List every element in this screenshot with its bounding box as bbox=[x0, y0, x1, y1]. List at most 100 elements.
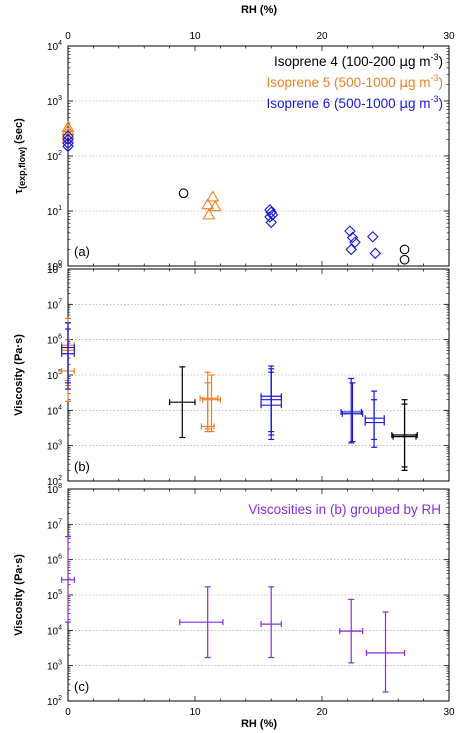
y-tick-label: 106 bbox=[47, 334, 62, 347]
diamond-marker bbox=[62, 133, 74, 146]
x-tick-label: 0 bbox=[65, 31, 71, 42]
y-tick-label: 102 bbox=[47, 695, 62, 708]
y-axis-title-part: (exp,flow) bbox=[17, 147, 27, 189]
y-axis-title-part: (sec) bbox=[13, 118, 25, 147]
y-axis-title: τ(exp,flow) (sec) bbox=[13, 118, 27, 194]
y-tick-exponent: 3 bbox=[58, 95, 62, 102]
data-point bbox=[61, 535, 75, 623]
y-tick-base: 10 bbox=[47, 97, 59, 108]
y-tick-base: 10 bbox=[47, 371, 59, 382]
diamond-marker bbox=[367, 230, 379, 243]
y-tick-exponent: 7 bbox=[58, 518, 62, 525]
diamond-marker bbox=[62, 140, 74, 153]
y-tick-exponent: 2 bbox=[58, 475, 62, 482]
legend-entry: Isoprene 5 (500-1000 μg m-3) bbox=[267, 73, 443, 91]
y-tick-base: 10 bbox=[47, 336, 59, 347]
legend-entry: Isoprene 6 (500-1000 μg m-3) bbox=[267, 94, 443, 112]
circle-marker bbox=[178, 188, 189, 199]
series-triangle-markers bbox=[61, 120, 222, 220]
triangle-marker bbox=[202, 208, 216, 220]
diamond-marker bbox=[265, 216, 277, 229]
top-axis-title: RH (%) bbox=[241, 4, 277, 16]
y-tick-base: 10 bbox=[47, 520, 59, 531]
diamond-marker bbox=[369, 247, 382, 260]
plot-frame bbox=[67, 45, 450, 267]
y-tick-label: 105 bbox=[47, 369, 62, 382]
bottom-axis-title: RH (%) bbox=[241, 718, 277, 730]
series-errorbars bbox=[61, 317, 221, 433]
y-tick-label: 104 bbox=[47, 624, 62, 637]
data-point bbox=[260, 586, 282, 659]
y-tick-label: 102 bbox=[47, 150, 62, 163]
x-tick-label: 20 bbox=[316, 707, 328, 718]
x-tick-label: 0 bbox=[65, 707, 71, 718]
y-tick-label: 108 bbox=[47, 483, 62, 496]
y-tick-label: 103 bbox=[47, 660, 62, 673]
y-tick-exponent: 4 bbox=[58, 624, 62, 631]
y-tick-label: 103 bbox=[47, 95, 62, 108]
triangle-marker bbox=[208, 200, 222, 212]
y-tick-exponent: 4 bbox=[58, 40, 62, 47]
legend-superscript: -3 bbox=[430, 52, 438, 62]
diamond-marker bbox=[344, 225, 356, 237]
circle-marker bbox=[399, 244, 410, 255]
series-diamond-markers bbox=[62, 130, 382, 260]
x-tick-label: 10 bbox=[189, 31, 201, 42]
y-tick-exponent: 2 bbox=[58, 695, 62, 702]
data-point bbox=[339, 598, 364, 664]
y-tick-label: 104 bbox=[47, 404, 62, 417]
grid bbox=[68, 100, 449, 212]
y-tick-base: 10 bbox=[47, 662, 59, 673]
y-tick-label: 107 bbox=[47, 298, 62, 311]
y-axis-title-part: Viscosity (Pa·s) bbox=[13, 554, 25, 636]
series-circle-markers bbox=[178, 188, 410, 265]
y-tick-label: 100 bbox=[47, 260, 62, 273]
y-tick-exponent: 4 bbox=[58, 404, 62, 411]
legend-close: ) bbox=[439, 96, 444, 111]
y-tick-exponent: 8 bbox=[58, 263, 62, 270]
y-tick-exponent: 6 bbox=[58, 334, 62, 341]
y-tick-base: 10 bbox=[47, 42, 59, 53]
y-tick-label: 105 bbox=[47, 589, 62, 602]
series-errorbars bbox=[169, 366, 418, 471]
y-tick-base: 10 bbox=[47, 697, 59, 708]
legend-unit: g m bbox=[408, 75, 431, 90]
y-tick-base: 10 bbox=[47, 207, 59, 218]
y-tick-base: 10 bbox=[47, 442, 59, 453]
y-tick-label: 106 bbox=[47, 554, 62, 567]
legend-text: Isoprene 4 (100-200 bbox=[274, 54, 399, 69]
data-point bbox=[200, 382, 215, 433]
y-tick-exponent: 3 bbox=[58, 440, 62, 447]
y-axis-title: Viscosity (Pa·s) bbox=[13, 334, 25, 416]
diamond-marker bbox=[345, 243, 357, 256]
legend-entry: Isoprene 4 (100-200 μg m-3) bbox=[274, 52, 443, 70]
data-point bbox=[179, 586, 224, 659]
y-tick-base: 10 bbox=[47, 265, 59, 276]
y-tick-base: 10 bbox=[47, 406, 59, 417]
minor-ticks bbox=[68, 490, 449, 691]
x-tick-label: 30 bbox=[443, 31, 455, 42]
grid bbox=[68, 524, 449, 666]
y-tick-exponent: 5 bbox=[58, 589, 62, 596]
panel-label: (c) bbox=[74, 679, 89, 694]
data-point bbox=[340, 377, 362, 444]
y-tick-exponent: 7 bbox=[58, 298, 62, 305]
data-point bbox=[392, 403, 417, 468]
y-axis-title: Viscosity (Pa·s) bbox=[13, 554, 25, 636]
data-point bbox=[260, 371, 282, 441]
legend-superscript: -3 bbox=[430, 73, 438, 83]
annotation-text: Viscosities in (b) grouped by RH bbox=[248, 502, 441, 517]
y-tick-base: 10 bbox=[47, 556, 59, 567]
y-tick-label: 101 bbox=[47, 205, 62, 218]
panel-label: (b) bbox=[74, 459, 90, 474]
diamond-marker bbox=[62, 137, 74, 150]
y-tick-base: 10 bbox=[47, 477, 59, 488]
diamond-marker bbox=[346, 231, 359, 244]
y-tick-exponent: 2 bbox=[58, 150, 62, 157]
legend-mu: μ bbox=[399, 75, 408, 91]
